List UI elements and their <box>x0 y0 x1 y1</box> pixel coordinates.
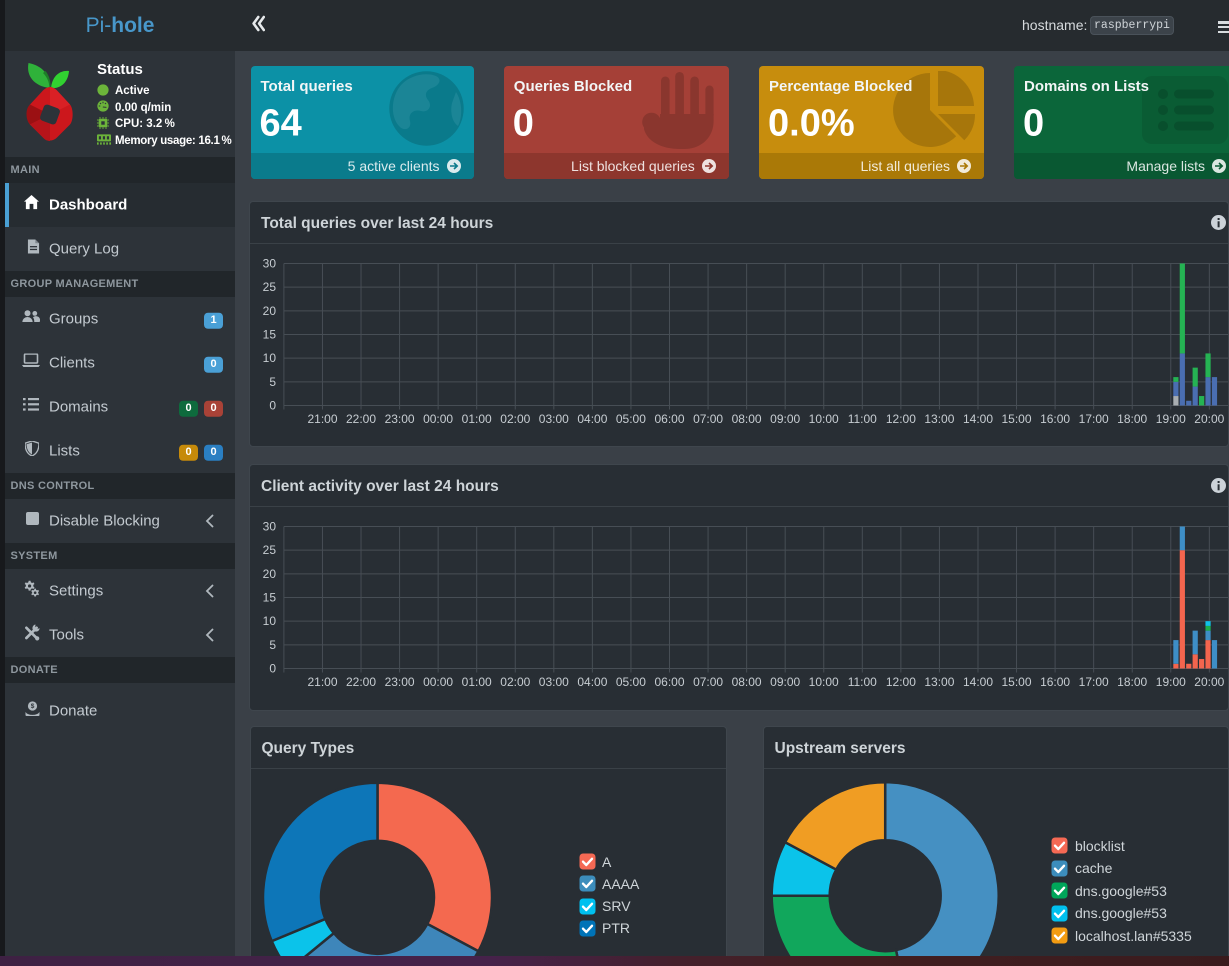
svg-text:17:00: 17:00 <box>1079 412 1109 426</box>
svg-text:00:00: 00:00 <box>423 675 453 689</box>
svg-text:10: 10 <box>263 614 277 628</box>
svg-text:12:00: 12:00 <box>886 412 916 426</box>
svg-text:20: 20 <box>263 303 277 317</box>
svg-text:07:00: 07:00 <box>693 675 723 689</box>
svg-text:$: $ <box>30 703 34 710</box>
svg-text:0: 0 <box>269 398 276 412</box>
svg-text:25: 25 <box>263 280 277 294</box>
svg-text:30: 30 <box>263 520 277 534</box>
svg-text:13:00: 13:00 <box>924 412 954 426</box>
svg-text:10:00: 10:00 <box>809 412 839 426</box>
svg-text:23:00: 23:00 <box>385 675 415 689</box>
svg-text:21:00: 21:00 <box>307 412 337 426</box>
svg-text:15: 15 <box>263 327 277 341</box>
svg-text:16:00: 16:00 <box>1040 412 1070 426</box>
svg-text:00:00: 00:00 <box>423 412 453 426</box>
svg-text:22:00: 22:00 <box>346 675 376 689</box>
svg-text:5: 5 <box>269 638 276 652</box>
svg-text:19:00: 19:00 <box>1156 675 1186 689</box>
svg-text:18:00: 18:00 <box>1117 675 1147 689</box>
svg-text:18:00: 18:00 <box>1117 412 1147 426</box>
svg-text:23:00: 23:00 <box>385 412 415 426</box>
svg-text:22:00: 22:00 <box>346 412 376 426</box>
svg-text:21:00: 21:00 <box>307 675 337 689</box>
svg-text:06:00: 06:00 <box>654 675 684 689</box>
svg-text:5: 5 <box>269 374 276 388</box>
svg-text:14:00: 14:00 <box>963 675 993 689</box>
svg-text:30: 30 <box>263 256 277 270</box>
svg-text:11:00: 11:00 <box>848 675 877 689</box>
svg-text:01:00: 01:00 <box>462 675 492 689</box>
svg-text:20:00: 20:00 <box>1194 412 1224 426</box>
svg-text:05:00: 05:00 <box>616 675 646 689</box>
svg-text:11:00: 11:00 <box>848 412 877 426</box>
svg-text:0: 0 <box>269 662 276 676</box>
svg-text:06:00: 06:00 <box>654 412 684 426</box>
svg-text:08:00: 08:00 <box>732 412 762 426</box>
svg-text:02:00: 02:00 <box>500 412 530 426</box>
svg-text:17:00: 17:00 <box>1079 675 1109 689</box>
svg-text:10: 10 <box>263 351 277 365</box>
svg-text:12:00: 12:00 <box>886 675 916 689</box>
svg-text:15:00: 15:00 <box>1001 412 1031 426</box>
svg-text:19:00: 19:00 <box>1156 412 1186 426</box>
svg-text:09:00: 09:00 <box>770 412 800 426</box>
svg-text:08:00: 08:00 <box>732 675 762 689</box>
svg-text:14:00: 14:00 <box>963 412 993 426</box>
svg-text:15: 15 <box>263 591 277 605</box>
svg-text:13:00: 13:00 <box>924 675 954 689</box>
svg-text:20:00: 20:00 <box>1194 675 1224 689</box>
svg-text:03:00: 03:00 <box>539 412 569 426</box>
svg-text:04:00: 04:00 <box>577 675 607 689</box>
svg-text:03:00: 03:00 <box>539 675 569 689</box>
svg-text:01:00: 01:00 <box>462 412 492 426</box>
svg-text:07:00: 07:00 <box>693 412 723 426</box>
svg-text:05:00: 05:00 <box>616 412 646 426</box>
svg-text:02:00: 02:00 <box>500 675 530 689</box>
svg-text:04:00: 04:00 <box>577 412 607 426</box>
svg-text:20: 20 <box>263 567 277 581</box>
svg-text:16:00: 16:00 <box>1040 675 1070 689</box>
svg-text:25: 25 <box>263 543 277 557</box>
svg-text:15:00: 15:00 <box>1001 675 1031 689</box>
svg-text:10:00: 10:00 <box>809 675 839 689</box>
svg-text:09:00: 09:00 <box>770 675 800 689</box>
